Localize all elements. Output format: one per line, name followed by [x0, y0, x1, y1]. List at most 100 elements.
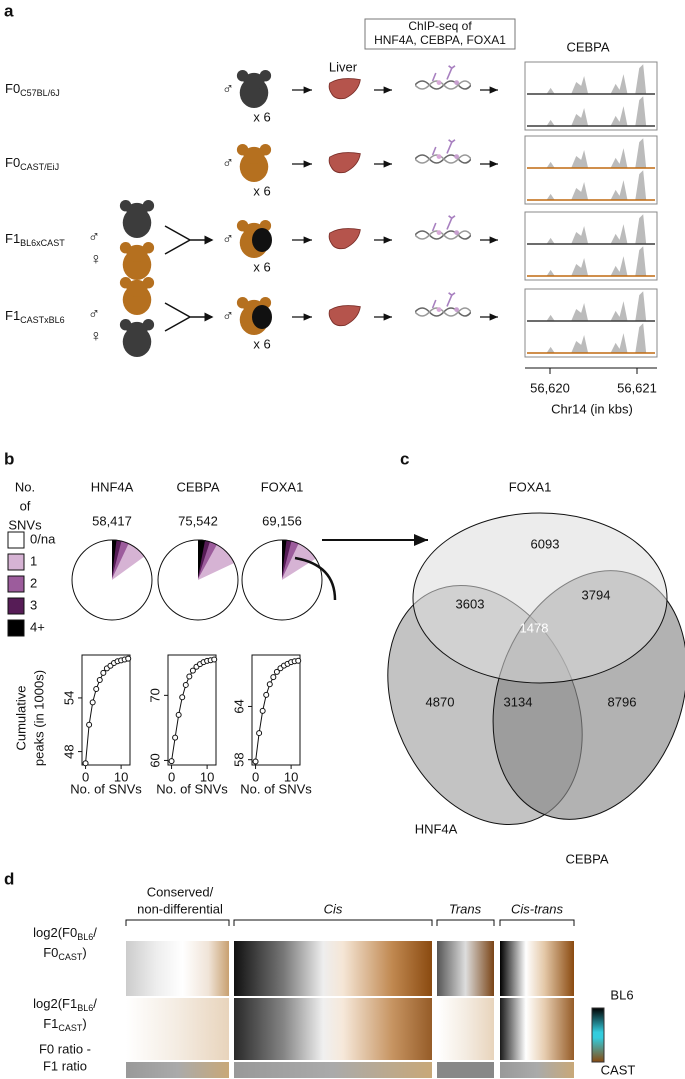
row-label: F1BL6xCAST: [5, 231, 65, 248]
dna-icon: [415, 64, 471, 90]
point: [125, 655, 132, 662]
group-label: non-differential: [137, 901, 223, 916]
point: [93, 685, 100, 692]
factor-name: FOXA1: [261, 479, 304, 494]
legend-label: 1: [30, 553, 37, 568]
point: [252, 758, 259, 765]
legend-label: 2: [30, 575, 37, 590]
row-label: F1 ratio: [43, 1058, 87, 1073]
color-scale: [591, 1007, 605, 1063]
plot-frame: [251, 654, 301, 766]
y-tick-label: 58: [231, 752, 246, 766]
y-axis-label: Cumulative: [13, 685, 28, 750]
point: [182, 681, 189, 688]
sex-symbol: ♀: [90, 328, 102, 345]
sex-symbol: ♂: [222, 308, 234, 325]
pie-outline: [71, 539, 153, 621]
count-label: x 6: [253, 183, 270, 198]
group-label: Cis-trans: [511, 901, 564, 916]
point: [259, 707, 266, 714]
axis-tick-label: 56,620: [530, 380, 570, 395]
point: [270, 674, 277, 681]
legend-swatch: [7, 553, 25, 571]
legend-swatch: [7, 619, 25, 637]
factor-name: CEBPA: [176, 479, 219, 494]
group-label: Cis: [324, 901, 343, 916]
panel-label: c: [400, 449, 409, 468]
point: [96, 677, 103, 684]
point: [256, 730, 263, 737]
legend-title: SNVs: [8, 517, 42, 532]
point: [100, 669, 107, 676]
y-tick-label: 70: [147, 688, 162, 702]
merge-chevron: [164, 302, 212, 332]
coat-patch: [252, 228, 272, 252]
legend-label: 3: [30, 597, 37, 612]
mouse-icon: [236, 144, 272, 182]
panel-label: b: [4, 449, 14, 468]
pie-slice: [158, 540, 239, 620]
axis-label: Chr14 (in kbs): [551, 401, 633, 416]
cumulative-line: [171, 659, 215, 762]
count-label: x 6: [253, 109, 270, 124]
legend-swatch: [7, 531, 25, 549]
point: [86, 721, 93, 728]
track-box: [524, 135, 658, 205]
plot-frame: [167, 654, 217, 766]
liver-icon: [328, 228, 361, 250]
y-tick-label: 60: [147, 753, 162, 767]
region-count: 4870: [426, 694, 455, 709]
panel-label: d: [4, 869, 14, 888]
set-label: HNF4A: [415, 821, 458, 836]
point: [189, 667, 196, 674]
legend-title: of: [20, 498, 31, 513]
mouse-icon: [119, 277, 155, 315]
coat-patch: [252, 305, 272, 329]
organ-label: Liver: [329, 59, 358, 74]
group-label: Conserved/: [147, 884, 214, 899]
point: [82, 760, 89, 767]
header-line: ChIP-seq of: [408, 19, 472, 33]
merge-chevron: [164, 225, 212, 255]
dna-icon: [415, 214, 471, 240]
liver-icon: [328, 78, 361, 100]
row-label: F0C57BL/6J: [5, 81, 60, 98]
pie-slice: [241, 540, 322, 620]
group-brackets: [125, 919, 575, 926]
sex-symbol: ♂: [222, 231, 234, 248]
point: [273, 668, 280, 675]
set-label: FOXA1: [509, 479, 552, 494]
sex-symbol: ♀: [90, 251, 102, 268]
point: [179, 694, 186, 701]
pie-outline: [157, 539, 239, 621]
x-tick-label: 0: [252, 769, 259, 784]
row-label: log2(F1BL6/: [33, 996, 97, 1013]
header-line: HNF4A, CEBPA, FOXA1: [374, 33, 506, 47]
curved-connector: [294, 556, 337, 601]
y-tick-label: 54: [61, 691, 76, 705]
x-tick-label: 10: [200, 769, 214, 784]
plot-frame: [81, 654, 131, 766]
point: [89, 699, 96, 706]
x-axis-label: No. of SNVs: [156, 781, 228, 796]
heatmap: [126, 941, 574, 1078]
track-box: [524, 61, 658, 131]
region-count: 3794: [582, 587, 611, 602]
point: [211, 656, 218, 663]
legend-label: 4+: [30, 619, 45, 634]
pie-outline: [241, 539, 323, 621]
legend-title: No.: [15, 479, 35, 494]
dna-icon: [415, 291, 471, 317]
count-label: x 6: [253, 259, 270, 274]
legend-swatch: [7, 575, 25, 593]
legend-label: 0/na: [30, 531, 56, 546]
x-axis-label: No. of SNVs: [240, 781, 312, 796]
sex-symbol: ♂: [88, 306, 100, 323]
factor-name: HNF4A: [91, 479, 134, 494]
peak-count: 75,542: [178, 513, 218, 528]
liver-icon: [328, 305, 361, 327]
peak-count: 69,156: [262, 513, 302, 528]
header-box: [364, 18, 516, 50]
row-label: F0 ratio -: [39, 1041, 91, 1056]
